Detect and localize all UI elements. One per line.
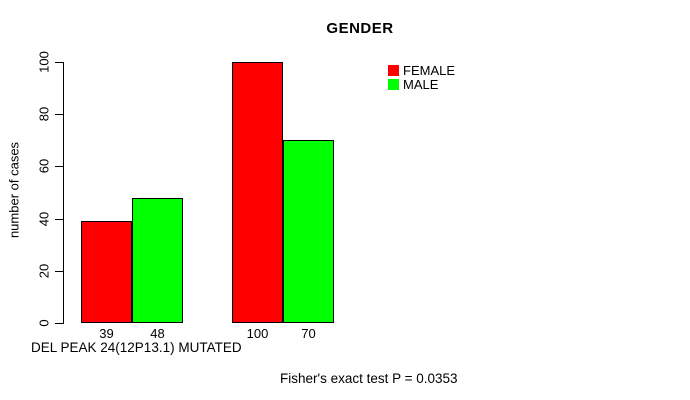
legend-swatch-male [388, 78, 399, 90]
legend-item-male: MALE [388, 76, 455, 92]
bar-male-group2 [283, 140, 334, 323]
y-axis-title: number of cases [6, 141, 22, 239]
y-tick-40 [55, 219, 63, 220]
y-tick-label-40: 40 [36, 211, 51, 227]
y-tick-0 [55, 323, 63, 324]
y-tick-label-60: 60 [36, 158, 51, 174]
legend-label-male: MALE [403, 76, 439, 92]
x-axis-label: DEL PEAK 24(12P13.1) MUTATED [31, 340, 242, 355]
y-tick-80 [55, 114, 63, 115]
y-tick-20 [55, 271, 63, 272]
y-tick-label-100: 100 [36, 51, 51, 73]
y-tick-label-80: 80 [36, 106, 51, 122]
bar-male-group1 [132, 198, 183, 323]
y-axis-line [63, 62, 64, 324]
legend-item-female: FEMALE [388, 62, 456, 78]
fisher-test-caption: Fisher's exact test P = 0.0353 [280, 371, 458, 386]
bar-value-label-male-group2: 70 [301, 326, 316, 341]
y-tick-100 [55, 62, 63, 63]
legend-swatch-female [388, 64, 399, 76]
bar-female-group2 [232, 62, 283, 323]
legend-label-female: FEMALE [403, 62, 456, 78]
bar-value-label-female-group1: 39 [99, 326, 114, 341]
y-tick-label-0: 0 [36, 319, 51, 327]
bar-value-label-male-group1: 48 [150, 326, 165, 341]
bar-female-group1 [81, 221, 132, 323]
bar-value-label-female-group2: 100 [246, 326, 269, 341]
legend: FEMALE MALE [388, 62, 456, 92]
chart-title: GENDER [326, 20, 394, 37]
y-tick-60 [55, 166, 63, 167]
y-tick-label-20: 20 [36, 263, 51, 279]
